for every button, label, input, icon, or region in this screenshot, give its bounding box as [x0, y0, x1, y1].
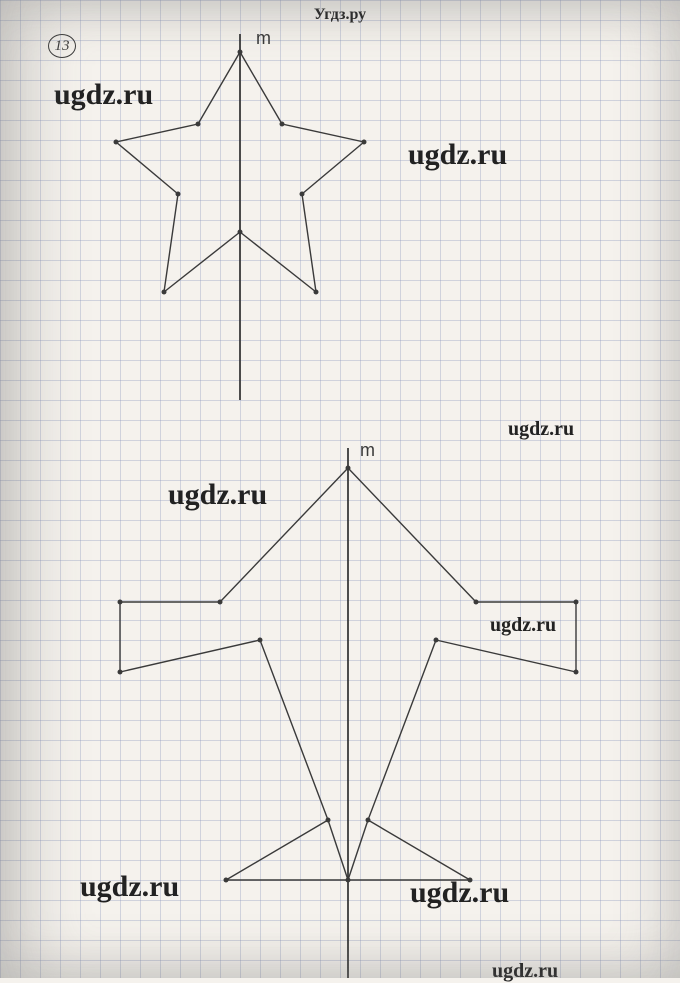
watermark-text: ugdz.ru [490, 614, 556, 637]
watermark-text: ugdz.ru [80, 870, 179, 904]
watermark-text: ugdz.ru [492, 960, 558, 983]
figure1-axis-label: m [256, 28, 271, 49]
watermark-text: ugdz.ru [54, 78, 153, 112]
problem-number-text: 13 [55, 38, 70, 55]
watermark-text: ugdz.ru [508, 418, 574, 441]
watermark-text: ugdz.ru [408, 138, 507, 172]
problem-number-badge: 13 [48, 34, 76, 58]
watermark-text: ugdz.ru [410, 876, 509, 910]
grid-background [0, 0, 680, 978]
figure2-axis-label: m [360, 440, 375, 461]
site-header-label: Угдз.ру [314, 6, 366, 24]
watermark-text: ugdz.ru [168, 478, 267, 512]
